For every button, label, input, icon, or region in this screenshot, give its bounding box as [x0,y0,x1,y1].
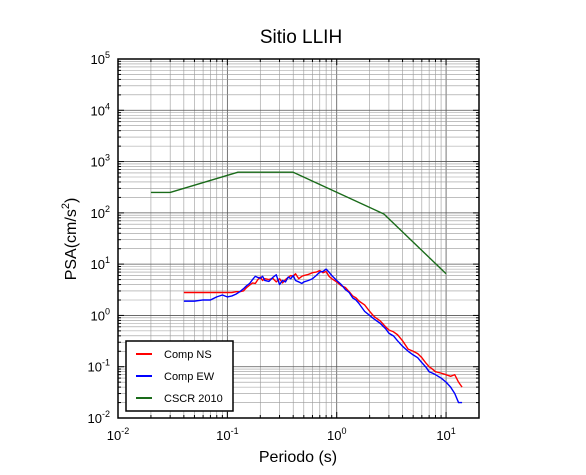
y-tick-label: 100 [91,306,110,323]
tick-marks [118,59,479,418]
x-tick-label: 10-2 [107,426,129,443]
y-tick-label: 103 [91,153,110,170]
legend: Comp NS Comp EW CSCR 2010 [125,340,234,412]
y-axis-label: PSA(cm/s2) [60,198,80,281]
legend-label-comp-ns: Comp NS [164,349,212,361]
y-tick-label: 105 [91,50,110,67]
plot-frame [117,58,480,419]
series-layer [150,171,463,404]
x-tick-label: 100 [327,426,346,443]
y-tick-label: 102 [91,204,110,221]
chart-title: Sitio LLIH [260,27,342,48]
y-tick-label: 101 [91,255,110,272]
y-tick-label: 10-2 [88,409,110,426]
x-axis-label: Periodo (s) [259,449,337,466]
series-line-comp-ns [183,269,463,388]
y-tick-label: 10-1 [88,358,110,375]
x-tick-labels: 10-2 10-1 100 101 [107,426,456,443]
legend-label-cscr-2010: CSCR 2010 [164,393,223,405]
x-tick-label: 101 [436,426,455,443]
legend-label-comp-ew: Comp EW [164,371,215,383]
y-tick-labels: 10-2 10-1 100 101 102 103 104 105 [88,50,110,426]
x-tick-label: 10-1 [216,426,238,443]
series-line-cscr-2010 [150,171,447,275]
series-line-comp-ew [183,268,463,404]
y-tick-label: 104 [91,101,110,118]
